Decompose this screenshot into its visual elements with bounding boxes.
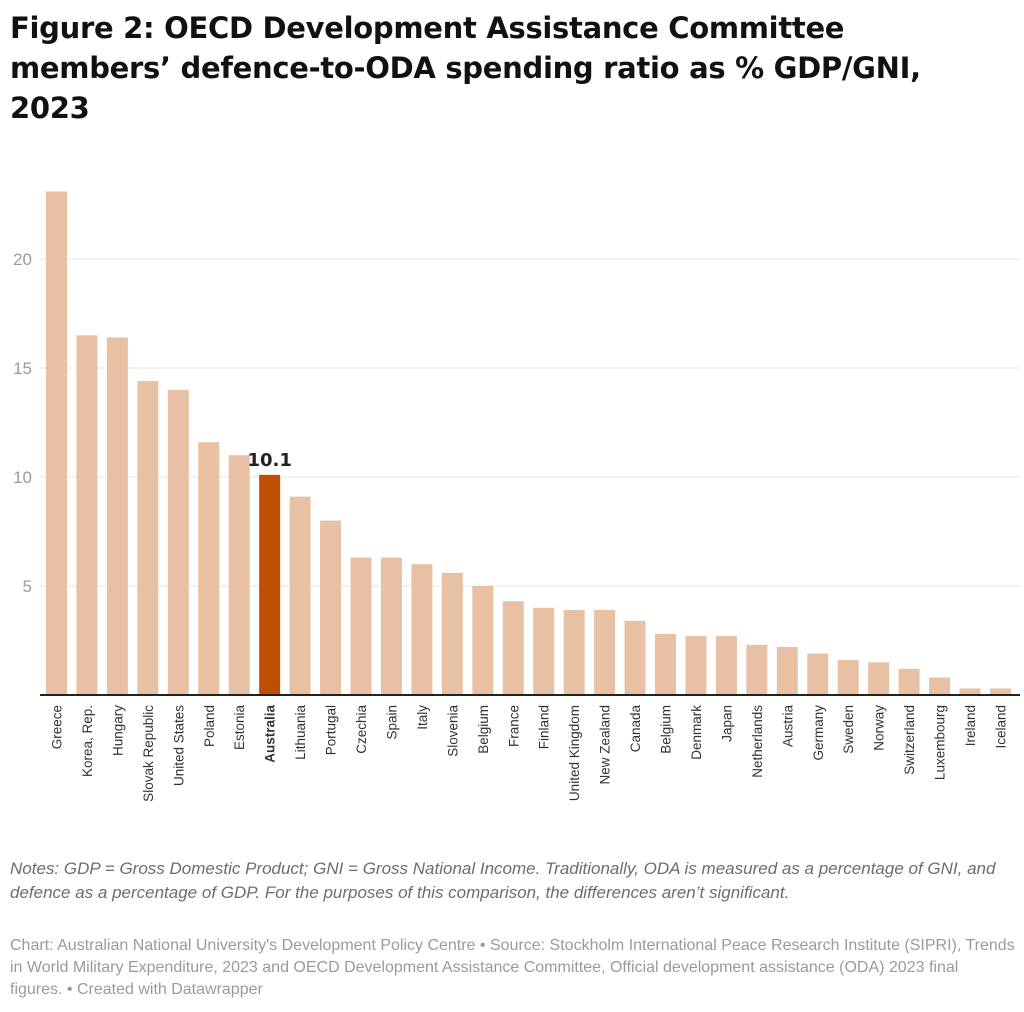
x-tick-label: Hungary [110, 705, 125, 756]
x-tick-label: Sweden [841, 705, 856, 754]
x-tick-label: Australia [263, 705, 278, 763]
x-tick-label: Slovenia [445, 705, 460, 757]
bar-sweden [837, 660, 859, 695]
x-tick-label: Italy [415, 705, 430, 730]
bar-poland [198, 442, 220, 695]
bar-slovak-republic [137, 381, 159, 695]
x-tick-label: Czechia [354, 705, 369, 754]
chart-notes: Notes: GDP = Gross Domestic Product; GNI… [10, 859, 996, 902]
x-tick-label: Luxembourg [933, 705, 948, 780]
bar-denmark [685, 636, 707, 695]
bar-italy [411, 564, 433, 695]
bar-netherlands [746, 644, 768, 695]
bar-spain [380, 557, 402, 695]
bar-canada [624, 620, 646, 695]
y-tick-label: 5 [23, 577, 32, 596]
x-tick-label: Greece [50, 705, 65, 749]
bar-france [502, 601, 524, 695]
chart-title: Figure 2: OECD Development Assistance Co… [10, 11, 921, 125]
x-tick-label: United Kingdom [567, 705, 582, 801]
bar-norway [868, 662, 890, 695]
x-tick-label: Estonia [232, 705, 247, 751]
x-tick-label: Norway [872, 705, 887, 751]
x-tick-label: Portugal [324, 705, 339, 755]
bar-hungary [106, 337, 128, 695]
chart-source: Chart: Australian National University's … [10, 937, 1015, 998]
x-tick-label: Belgium [659, 705, 674, 754]
bar-ireland [959, 688, 981, 695]
data-label: 10.1 [247, 450, 291, 471]
x-tick-label: Poland [202, 705, 217, 747]
bar-united-states [167, 389, 189, 695]
bar-czechia [350, 557, 372, 695]
bar-slovenia [441, 572, 463, 695]
y-tick-label: 20 [13, 250, 32, 269]
x-tick-label: Japan [719, 705, 734, 742]
x-tick-label: Germany [811, 705, 826, 761]
bar-estonia [228, 455, 250, 695]
x-tick-label: France [506, 705, 521, 747]
bar-lithuania [289, 496, 311, 695]
x-tick-label: Denmark [689, 705, 704, 760]
bar-japan [715, 636, 737, 695]
bar-luxembourg [929, 677, 951, 695]
x-tick-label: Canada [628, 705, 643, 753]
bar-greece [46, 191, 67, 696]
bar-chart: 5 10 15 20 Greece Korea, Rep. Hungary Slovak Re… [13, 191, 1020, 802]
bar-iceland [989, 688, 1011, 695]
x-tick-label: Switzerland [902, 705, 917, 775]
bar-austria [776, 647, 798, 695]
bar-belgium [472, 586, 494, 695]
x-tick-label: Slovak Republic [141, 705, 156, 802]
x-tick-label: Korea, Rep. [80, 705, 95, 777]
x-tick-label: New Zealand [598, 705, 613, 785]
bar-new-zealand [594, 609, 616, 695]
x-tick-label: Austria [780, 705, 795, 748]
bar-portugal [320, 520, 342, 695]
x-tick-label: Lithuania [293, 705, 308, 760]
bar-united-kingdom [563, 609, 585, 695]
x-tick-label: United States [171, 705, 186, 786]
bar-germany [807, 653, 829, 695]
x-tick-label: Finland [537, 705, 552, 749]
bar-korea-rep- [76, 335, 98, 695]
bar-switzerland [898, 668, 920, 695]
y-tick-label: 15 [13, 359, 32, 378]
bar-belgium [655, 633, 676, 695]
x-tick-label: Ireland [963, 705, 978, 746]
x-tick-label: Netherlands [750, 705, 765, 778]
bar-australia [259, 474, 281, 695]
x-tick-label: Belgium [476, 705, 491, 754]
y-tick-label: 10 [13, 468, 32, 487]
bar-finland [533, 607, 555, 695]
x-tick-label: Spain [384, 705, 399, 740]
x-tick-label: Iceland [993, 705, 1008, 749]
